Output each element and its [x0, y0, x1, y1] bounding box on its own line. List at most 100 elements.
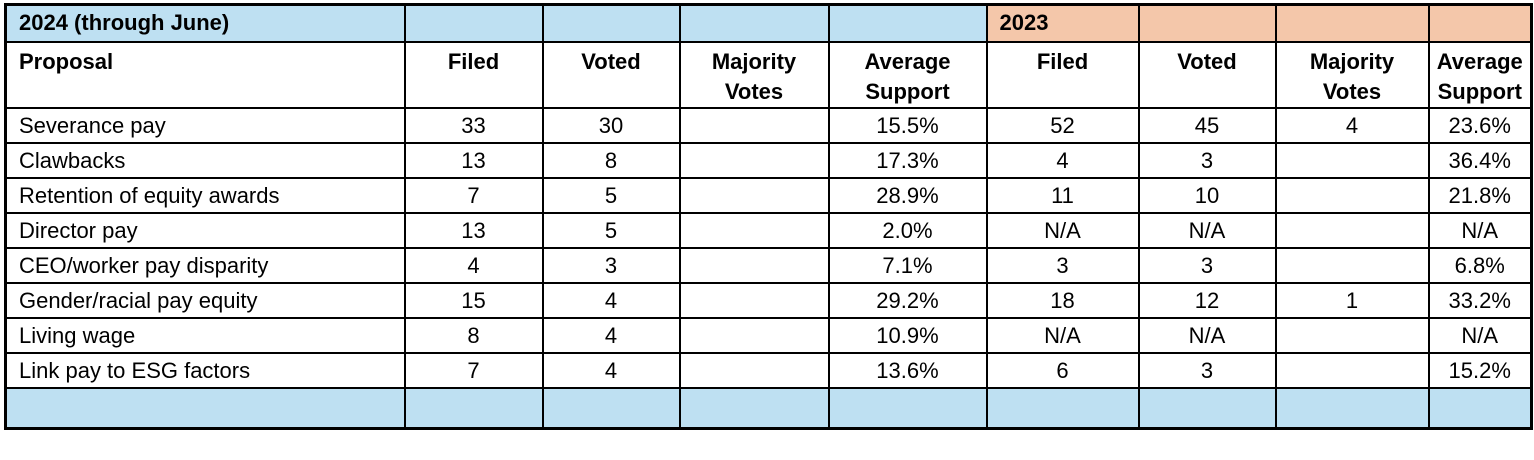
- table-row-retention-of-equity-awards: Retention of equity awards 7 5 28.9% 11 …: [4, 177, 1533, 215]
- cell-average-support-2024: 17.3%: [827, 142, 988, 180]
- year-band-row: 2024 (through June) 2023: [4, 3, 1533, 43]
- footer-band-cell: [1427, 387, 1533, 430]
- footer-band-cell: [678, 387, 830, 430]
- header-filed-2024: Filed: [403, 40, 544, 110]
- year-band-cell: [827, 3, 988, 43]
- footer-band-cell: [1137, 387, 1277, 430]
- cell-proposal: Retention of equity awards: [4, 177, 406, 215]
- footer-band-cell: [4, 387, 406, 430]
- cell-average-support-2023: 33.2%: [1427, 282, 1533, 320]
- cell-average-support-2023: 6.8%: [1427, 247, 1533, 285]
- footer-band-cell: [541, 387, 681, 430]
- cell-majority-votes-2023: [1274, 212, 1430, 250]
- cell-voted-2024: 5: [541, 212, 681, 250]
- cell-majority-votes-2023: [1274, 317, 1430, 355]
- cell-average-support-2023: 36.4%: [1427, 142, 1533, 180]
- year-band-cell: [1274, 3, 1430, 43]
- cell-majority-votes-2024: [678, 352, 830, 390]
- year-band-cell: [1427, 3, 1533, 43]
- footer-band-cell: [1274, 387, 1430, 430]
- cell-voted-2023: 45: [1137, 107, 1277, 145]
- cell-average-support-2024: 7.1%: [827, 247, 988, 285]
- footer-band-cell: [403, 387, 544, 430]
- cell-voted-2023: 3: [1137, 142, 1277, 180]
- page: 2024 (through June) 2023 Proposal Filed …: [4, 3, 1533, 430]
- cell-average-support-2024: 29.2%: [827, 282, 988, 320]
- header-average-support-2024: Average Support: [827, 40, 988, 110]
- cell-majority-votes-2024: [678, 212, 830, 250]
- cell-majority-votes-2024: [678, 142, 830, 180]
- cell-majority-votes-2023: [1274, 247, 1430, 285]
- cell-voted-2023: 3: [1137, 247, 1277, 285]
- cell-filed-2023: 3: [985, 247, 1140, 285]
- table-row-gender-racial-pay-equity: Gender/racial pay equity 15 4 29.2% 18 1…: [4, 282, 1533, 320]
- header-average-support-2023: Average Support: [1427, 40, 1533, 110]
- footer-band-cell: [827, 387, 988, 430]
- cell-majority-votes-2023: [1274, 352, 1430, 390]
- cell-proposal: CEO/worker pay disparity: [4, 247, 406, 285]
- cell-average-support-2023: N/A: [1427, 317, 1533, 355]
- cell-average-support-2024: 15.5%: [827, 107, 988, 145]
- compensation-proposals-table: 2024 (through June) 2023 Proposal Filed …: [4, 3, 1533, 430]
- cell-voted-2023: N/A: [1137, 212, 1277, 250]
- cell-majority-votes-2023: [1274, 142, 1430, 180]
- cell-voted-2024: 4: [541, 352, 681, 390]
- year-band-2023-label-cell: 2023: [985, 3, 1140, 43]
- cell-majority-votes-2024: [678, 177, 830, 215]
- cell-average-support-2023: 15.2%: [1427, 352, 1533, 390]
- table-row-severance-pay: Severance pay 33 30 15.5% 52 45 4 23.6%: [4, 107, 1533, 145]
- cell-filed-2024: 7: [403, 352, 544, 390]
- table-row-director-pay: Director pay 13 5 2.0% N/A N/A N/A: [4, 212, 1533, 250]
- cell-voted-2023: 3: [1137, 352, 1277, 390]
- cell-filed-2024: 13: [403, 142, 544, 180]
- cell-majority-votes-2023: 1: [1274, 282, 1430, 320]
- cell-proposal: Link pay to ESG factors: [4, 352, 406, 390]
- header-voted-2023: Voted: [1137, 40, 1277, 110]
- table-row-clawbacks: Clawbacks 13 8 17.3% 4 3 36.4%: [4, 142, 1533, 180]
- cell-majority-votes-2024: [678, 282, 830, 320]
- cell-filed-2023: 4: [985, 142, 1140, 180]
- table-row-living-wage: Living wage 8 4 10.9% N/A N/A N/A: [4, 317, 1533, 355]
- cell-average-support-2023: N/A: [1427, 212, 1533, 250]
- cell-voted-2024: 30: [541, 107, 681, 145]
- header-majority-votes-2024: Majority Votes: [678, 40, 830, 110]
- header-voted-2024: Voted: [541, 40, 681, 110]
- cell-filed-2023: 52: [985, 107, 1140, 145]
- cell-voted-2023: N/A: [1137, 317, 1277, 355]
- cell-voted-2024: 4: [541, 282, 681, 320]
- header-row: Proposal Filed Voted Majority Votes Aver…: [4, 40, 1533, 110]
- cell-voted-2024: 8: [541, 142, 681, 180]
- table-row-link-pay-to-esg-factors: Link pay to ESG factors 7 4 13.6% 6 3 15…: [4, 352, 1533, 390]
- year-band-2024-label-cell: 2024 (through June): [4, 3, 406, 43]
- cell-filed-2024: 13: [403, 212, 544, 250]
- cell-proposal: Gender/racial pay equity: [4, 282, 406, 320]
- cell-majority-votes-2023: [1274, 177, 1430, 215]
- cell-average-support-2024: 10.9%: [827, 317, 988, 355]
- cell-filed-2024: 4: [403, 247, 544, 285]
- header-proposal: Proposal: [4, 40, 406, 110]
- cell-voted-2023: 10: [1137, 177, 1277, 215]
- cell-average-support-2024: 2.0%: [827, 212, 988, 250]
- cell-filed-2023: N/A: [985, 317, 1140, 355]
- cell-filed-2023: 6: [985, 352, 1140, 390]
- cell-proposal: Living wage: [4, 317, 406, 355]
- cell-filed-2023: 11: [985, 177, 1140, 215]
- year-band-cell: [678, 3, 830, 43]
- footer-band-row: [4, 387, 1533, 430]
- cell-filed-2024: 15: [403, 282, 544, 320]
- cell-majority-votes-2023: 4: [1274, 107, 1430, 145]
- year-band-cell: [541, 3, 681, 43]
- cell-filed-2023: N/A: [985, 212, 1140, 250]
- cell-filed-2024: 8: [403, 317, 544, 355]
- header-filed-2023: Filed: [985, 40, 1140, 110]
- cell-filed-2024: 7: [403, 177, 544, 215]
- cell-filed-2024: 33: [403, 107, 544, 145]
- cell-average-support-2023: 23.6%: [1427, 107, 1533, 145]
- year-band-cell: [403, 3, 544, 43]
- cell-voted-2023: 12: [1137, 282, 1277, 320]
- cell-majority-votes-2024: [678, 247, 830, 285]
- cell-average-support-2024: 13.6%: [827, 352, 988, 390]
- cell-proposal: Director pay: [4, 212, 406, 250]
- cell-voted-2024: 3: [541, 247, 681, 285]
- cell-filed-2023: 18: [985, 282, 1140, 320]
